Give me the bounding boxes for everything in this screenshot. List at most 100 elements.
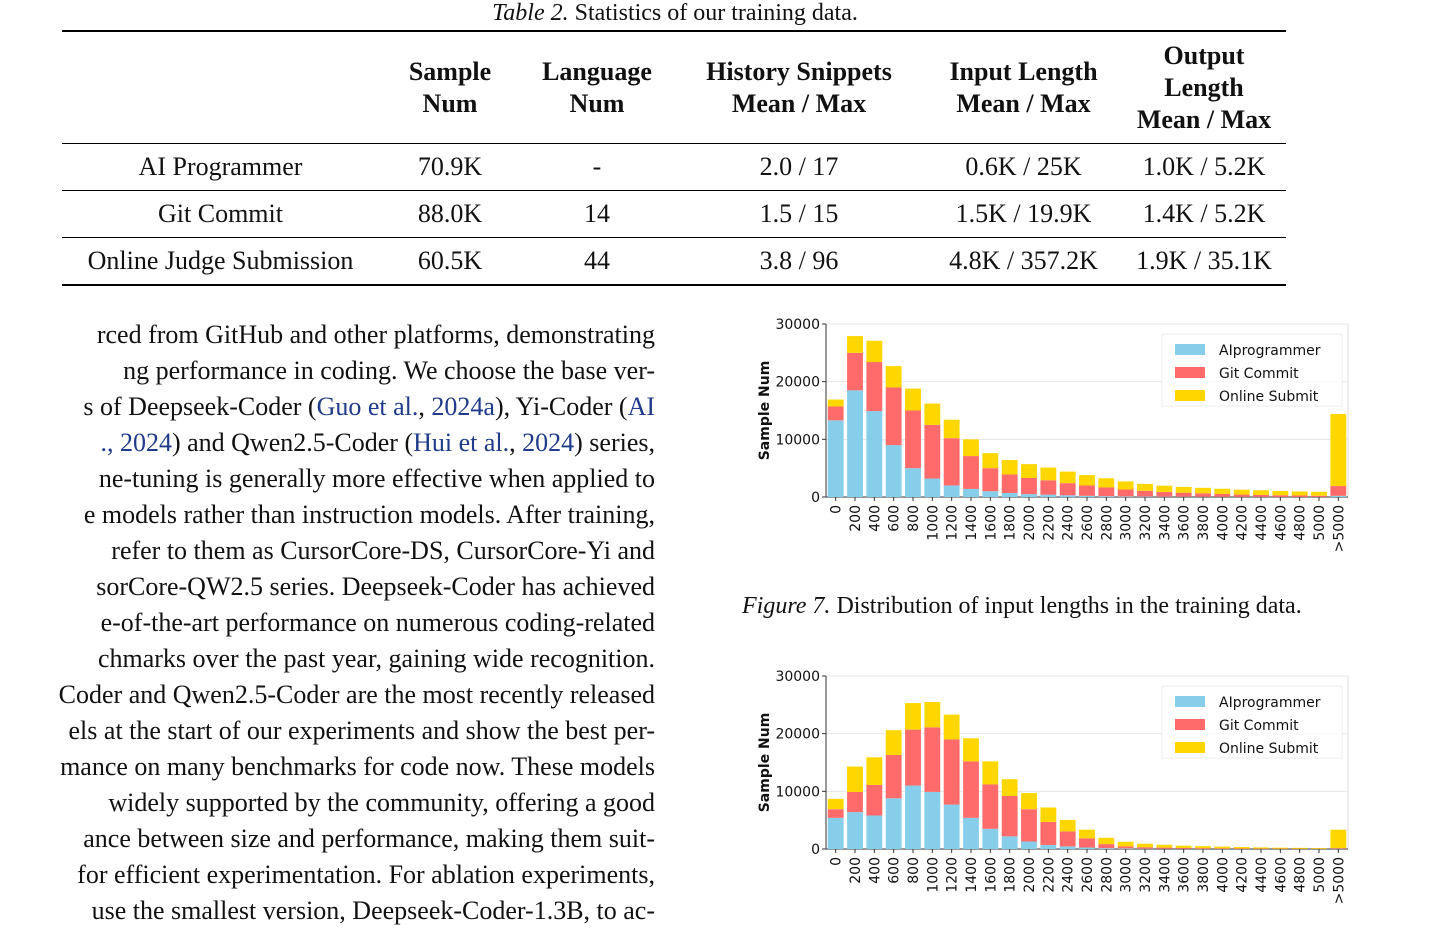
- bar-segment: [885, 445, 902, 497]
- text-span: chmarks over the past year, gaining wide…: [97, 644, 655, 673]
- x-tick-label: 600: [887, 505, 903, 532]
- bar-segment: [827, 399, 844, 407]
- x-tick-label: 3800: [1196, 857, 1212, 893]
- y-tick-label: 10000: [775, 432, 820, 448]
- bar-segment: [885, 755, 902, 799]
- text-span: refer to them as CursorCore-DS, CursorCo…: [111, 536, 655, 565]
- y-tick-label: 20000: [775, 727, 820, 743]
- text-span: mance on many benchmarks for code now. T…: [60, 752, 655, 781]
- citation-link[interactable]: 2024: [522, 428, 575, 457]
- citation-link[interactable]: Hui et al.: [413, 428, 510, 457]
- bar-segment: [943, 419, 960, 439]
- legend-label: Git Commit: [1219, 718, 1299, 734]
- table-header-cell: [62, 31, 379, 144]
- bar-segment: [1330, 486, 1347, 496]
- citation-link[interactable]: ., 2024: [100, 428, 172, 457]
- header-line: Language: [542, 57, 652, 86]
- text-line: mance on many benchmarks for code now. T…: [60, 752, 655, 782]
- x-tick-label: 1200: [945, 857, 961, 893]
- bar-segment: [1117, 841, 1134, 847]
- x-tick-label: 1000: [925, 857, 941, 893]
- bar-segment: [1291, 491, 1308, 496]
- text-span: ,: [418, 392, 432, 421]
- citation-link[interactable]: Guo et al.: [316, 392, 419, 421]
- text-span: els at the start of our experiments and …: [68, 716, 655, 745]
- bar-segment: [1117, 846, 1134, 849]
- legend-label: AIprogrammer: [1219, 695, 1321, 711]
- x-tick-label: 3400: [1157, 505, 1173, 541]
- x-tick-label: 400: [867, 857, 883, 884]
- bar-segment: [1117, 481, 1134, 490]
- bar-segment: [905, 388, 921, 411]
- legend-label: AIprogrammer: [1219, 343, 1321, 359]
- header-line: Input Length: [949, 57, 1098, 86]
- table-cell: 1.5K / 19.9K: [955, 199, 1092, 228]
- bar-segment: [1311, 848, 1327, 849]
- bar-segment: [905, 729, 921, 786]
- citation-link[interactable]: 2024a: [431, 392, 495, 421]
- bar-segment: [1253, 490, 1269, 495]
- text-line: use the smallest version, Deepseek-Coder…: [92, 896, 655, 926]
- bar-segment: [1021, 477, 1037, 495]
- bar-segment: [866, 362, 883, 412]
- figure-7-caption-label: Figure 7.: [742, 593, 831, 619]
- table-caption-label: Table 2.: [492, 0, 569, 26]
- legend-swatch: [1175, 390, 1205, 401]
- x-tick-label: 2800: [1099, 505, 1115, 541]
- x-tick-label: 400: [867, 505, 883, 532]
- text-line: s of Deepseek-Coder (Guo et al., 2024a),…: [83, 392, 655, 422]
- table-cell: AI Programmer: [138, 152, 303, 181]
- bar-segment: [1156, 844, 1173, 848]
- bar-segment: [1137, 490, 1153, 497]
- table-header-cell: Sample Num: [379, 31, 521, 144]
- bar-segment: [885, 730, 902, 756]
- x-tick-label: 3600: [1177, 857, 1193, 893]
- text-line: e-of-the-art performance on numerous cod…: [101, 608, 655, 638]
- text-span: ) and Qwen2.5-Coder (: [171, 428, 414, 457]
- table-caption: Table 2. Statistics of our training data…: [0, 0, 1350, 27]
- bar-segment: [1040, 494, 1057, 497]
- bar-segment: [1156, 485, 1173, 493]
- bar-segment: [1233, 494, 1250, 497]
- figure-7-caption: Figure 7. Distribution of input lengths …: [742, 593, 1302, 620]
- x-tick-label: 4400: [1254, 505, 1270, 541]
- bar-segment: [1253, 494, 1269, 497]
- x-tick-label: 3200: [1138, 857, 1154, 893]
- bar-segment: [1021, 793, 1037, 810]
- bar-segment: [924, 478, 941, 497]
- text-line: rced from GitHub and other platforms, de…: [97, 320, 655, 350]
- citation-link[interactable]: AI: [627, 392, 655, 421]
- bar-segment: [827, 817, 844, 849]
- bar-segment: [943, 485, 960, 497]
- bar-segment: [982, 828, 999, 849]
- y-tick-label: 20000: [775, 375, 820, 391]
- bar-segment: [1137, 847, 1153, 849]
- x-tick-label: 2200: [1041, 505, 1057, 541]
- text-line: for efficient experimentation. For ablat…: [77, 860, 655, 890]
- x-tick-label: 4200: [1235, 505, 1251, 541]
- text-span: rced from GitHub and other platforms, de…: [96, 320, 655, 349]
- bar-segment: [866, 340, 883, 363]
- text-line: e models rather than instruction models.…: [84, 500, 655, 530]
- text-line: Coder and Qwen2.5-Coder are the most rec…: [59, 680, 655, 710]
- bar-segment: [847, 812, 863, 849]
- table-row: Online Judge Submission 60.5K 44 3.8 / 9…: [62, 238, 1286, 285]
- text-line: ance between size and performance, makin…: [83, 824, 655, 854]
- bar-segment: [982, 468, 999, 492]
- bar-segment: [1079, 495, 1095, 497]
- legend-label: Online Submit: [1219, 741, 1319, 757]
- x-tick-label: 800: [906, 857, 922, 884]
- text-line: refer to them as CursorCore-DS, CursorCo…: [111, 536, 655, 566]
- text-span: e models rather than instruction models.…: [83, 500, 655, 529]
- bar-segment: [1117, 489, 1134, 497]
- x-tick-label: 3200: [1138, 505, 1154, 541]
- x-tick-label: 2600: [1080, 505, 1096, 541]
- bar-segment: [905, 468, 921, 497]
- x-tick-label: 1600: [983, 505, 999, 541]
- bar-segment: [1330, 829, 1347, 849]
- bar-segment: [1001, 836, 1018, 849]
- bar-segment: [924, 727, 941, 792]
- bar-segment: [885, 798, 902, 849]
